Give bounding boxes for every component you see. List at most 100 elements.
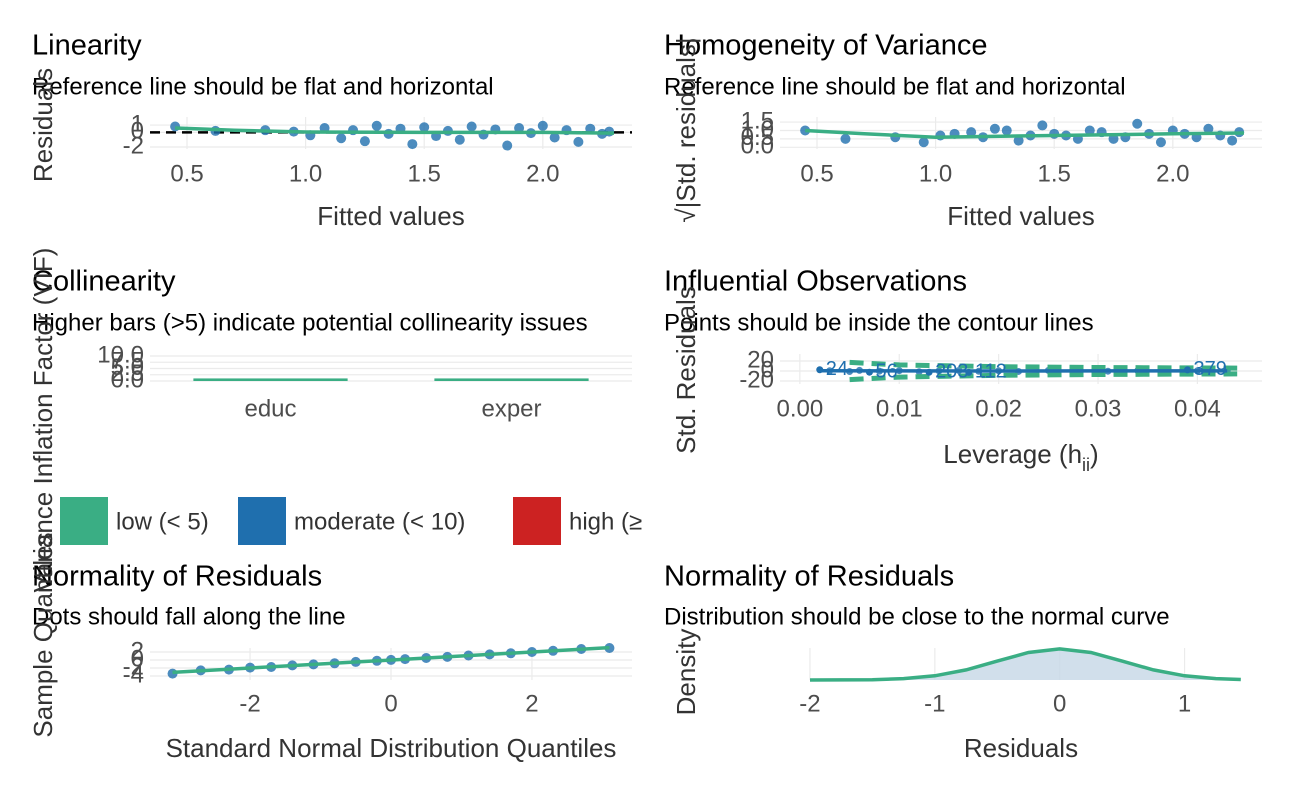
smooth-line — [805, 128, 1245, 139]
x-tick-label: 0 — [384, 690, 397, 717]
x-tick-label: 0.5 — [170, 160, 203, 187]
x-tick-label: exper — [481, 395, 541, 422]
point — [1037, 120, 1048, 131]
y-tick-label: 2 — [131, 637, 144, 664]
smooth-line — [175, 126, 615, 135]
y-axis-label: Sample Quantiles — [28, 532, 58, 737]
point — [336, 133, 347, 144]
x-tick-label: 1.0 — [289, 160, 322, 187]
x-tick-label: 1.5 — [1038, 160, 1071, 187]
y-tick-label: 7.5 — [111, 348, 144, 375]
y-tick-label: 0 — [131, 645, 144, 672]
point — [1155, 137, 1166, 148]
point — [1013, 135, 1024, 146]
legend-swatch — [238, 497, 286, 545]
x-tick-label: -1 — [924, 690, 945, 717]
smooth-line — [172, 645, 610, 675]
x-tick-label: 1 — [1178, 690, 1191, 717]
y-tick-label: 0 — [131, 118, 144, 145]
panel-title: Linearity — [32, 30, 142, 62]
legend-swatch — [513, 497, 561, 545]
y-axis-label: Density — [671, 629, 701, 716]
point — [502, 140, 513, 151]
point — [1203, 123, 1214, 134]
x-tick-label: 1.0 — [919, 160, 952, 187]
legend-label: high (≥ 10) — [569, 508, 684, 535]
y-tick-label: 1.5 — [741, 107, 774, 134]
x-axis-label: Standard Normal Distribution Quantiles — [166, 733, 617, 763]
point-label: 56 — [875, 360, 897, 382]
panel-title: Normality of Residuals — [664, 561, 954, 593]
point-label: 203 — [935, 361, 968, 383]
point-label: 112 — [975, 361, 1007, 383]
point — [359, 136, 370, 147]
x-tick-label: 2 — [525, 690, 538, 717]
contour-line — [849, 371, 1238, 383]
y-axis-label: Residuals — [28, 68, 58, 182]
x-tick-label: 2.0 — [1156, 160, 1189, 187]
x-axis-label-part: ) — [1090, 439, 1099, 469]
x-tick-label: -2 — [239, 690, 260, 717]
point — [966, 127, 977, 138]
x-axis-label: Residuals — [964, 733, 1078, 763]
contour-line — [849, 359, 1238, 371]
point — [549, 132, 560, 143]
point — [371, 120, 382, 131]
x-tick-label: 0.04 — [1174, 395, 1221, 422]
x-tick-label: 0.00 — [777, 395, 824, 422]
y-tick-label: 0.0 — [111, 366, 144, 393]
y-tick-label: 0.0 — [741, 133, 774, 160]
y-axis-label: Variance Inflation Factor (VIF) — [28, 248, 58, 593]
point — [1132, 118, 1143, 129]
point — [573, 136, 584, 147]
x-axis-label-part: Leverage (h — [943, 439, 1082, 469]
labeled-point — [925, 368, 933, 376]
x-tick-label: 2.0 — [526, 160, 559, 187]
x-axis-label: Leverage (hii) — [943, 439, 1098, 475]
x-tick-label: 0.03 — [1075, 395, 1122, 422]
labeled-point — [816, 366, 824, 374]
y-tick-label: 20 — [747, 346, 774, 373]
labeled-point — [1183, 366, 1191, 374]
panel-subtitle: Reference line should be flat and horizo… — [664, 73, 1126, 100]
density-area — [809, 649, 1241, 680]
point — [407, 139, 418, 150]
x-axis-label: Fitted values — [947, 201, 1094, 231]
x-tick-label: 0.02 — [975, 395, 1022, 422]
legend-swatch — [60, 497, 108, 545]
normal-curve — [809, 647, 1241, 682]
bar — [434, 378, 589, 381]
point — [466, 121, 477, 132]
labeled-point — [865, 368, 873, 376]
x-tick-label: 0.01 — [876, 395, 923, 422]
point-label: 379 — [1193, 358, 1226, 380]
panel-subtitle: Reference line should be flat and horizo… — [32, 73, 494, 100]
point — [1001, 125, 1012, 136]
y-tick-label: 1 — [131, 110, 144, 137]
y-tick-label: 0.5 — [741, 124, 774, 151]
x-tick-label: 1.5 — [408, 160, 441, 187]
panel-subtitle: Points should be inside the contour line… — [664, 309, 1094, 336]
y-tick-label: -2 — [123, 132, 144, 159]
point — [419, 122, 430, 133]
point — [537, 120, 548, 131]
left-column: Linearity Reference line should be flat a… — [28, 30, 684, 763]
x-tick-label: -2 — [799, 690, 820, 717]
y-tick-label: 1.0 — [741, 116, 774, 143]
x-axis-label: Fitted values — [317, 201, 464, 231]
panel-title: Collinearity — [32, 266, 176, 298]
x-tick-label: 0.5 — [800, 160, 833, 187]
y-axis-label: √|Std. residuals| — [671, 37, 701, 222]
y-tick-label: 5.0 — [111, 354, 144, 381]
panel-subtitle: Distribution should be close to the norm… — [664, 603, 1170, 630]
point — [514, 122, 525, 133]
y-tick-label: -4 — [123, 661, 144, 688]
point — [989, 123, 1000, 134]
panel-title: Homogeneity of Variance — [664, 30, 987, 62]
point — [1084, 125, 1095, 136]
labeled-point — [965, 368, 973, 376]
point — [454, 134, 465, 145]
point-label: 24 — [826, 358, 848, 380]
point — [840, 133, 851, 144]
y-tick-label: 0 — [761, 356, 774, 383]
